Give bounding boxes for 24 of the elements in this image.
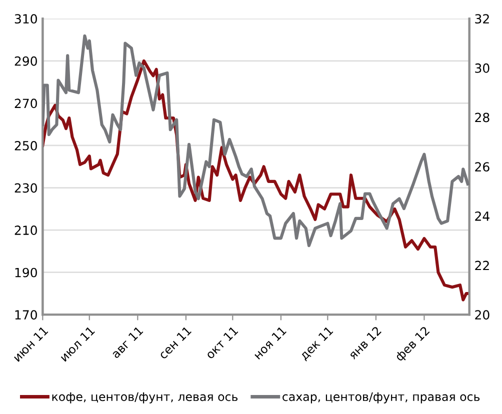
x-tick-label: окт 11: [205, 326, 238, 360]
y2-tick-label: 24: [475, 211, 490, 221]
legend-label: сахар, центов/фунт, правая ось: [282, 392, 480, 404]
y-tick-label: 210: [14, 226, 37, 235]
legend-label: кофе, центов/фунт, левая ось: [52, 392, 238, 404]
y2-tick-label: 26: [475, 162, 490, 172]
y2-tick-label: 20: [475, 310, 490, 320]
x-tick-label: сен 11: [158, 326, 192, 360]
x-tick-label: янв 12: [348, 326, 382, 360]
y-tick-label: 230: [14, 183, 37, 193]
y-tick-label: 290: [14, 56, 37, 66]
x-tick-label: авг 11: [110, 326, 144, 359]
y-tick-label: 270: [14, 98, 37, 108]
x-tick-label: ноя 11: [253, 326, 287, 360]
y2-tick-label: 22: [475, 260, 489, 270]
y2-tick-label: 30: [475, 63, 490, 73]
y-tick-label: 310: [14, 14, 37, 24]
y-tick-label: 170: [15, 310, 37, 320]
y2-tick-label: 28: [475, 112, 490, 122]
y-tick-label: 250: [14, 140, 37, 150]
y-tick-label: 190: [15, 268, 37, 278]
y2-tick-label: 32: [475, 14, 489, 24]
x-tick-label: фев 12: [394, 326, 432, 364]
line-series: [42, 34, 470, 248]
